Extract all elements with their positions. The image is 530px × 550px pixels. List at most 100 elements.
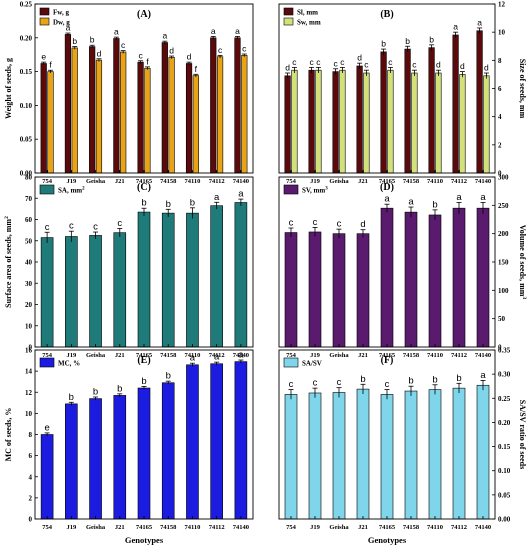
significance-letter: c (337, 377, 342, 388)
legend-label: SA, mm2 (58, 187, 85, 195)
x-tick-label: 74140 (233, 352, 249, 359)
significance-letter: b (93, 387, 98, 398)
significance-letter: b (408, 376, 413, 387)
x-tick-label: 74140 (475, 524, 491, 531)
x-tick-label: 74112 (451, 178, 467, 185)
bar (459, 74, 466, 174)
significance-letter: a (235, 26, 240, 36)
bar (404, 390, 418, 520)
bar (113, 395, 127, 520)
panel-label: (B) (380, 9, 393, 20)
bar (452, 34, 459, 174)
x-tick-label: J21 (358, 524, 368, 531)
significance-letter: f (195, 64, 198, 74)
y-tick-label: 0 (29, 344, 33, 352)
x-tick-label: Geisha (329, 178, 349, 185)
bar (291, 69, 298, 174)
y-tick-label: 14 (25, 368, 33, 376)
significance-letter: e (41, 52, 46, 62)
x-tick-label: J21 (115, 178, 125, 185)
significance-letter: c (69, 221, 74, 232)
bar (216, 56, 224, 174)
bar (428, 389, 442, 520)
bar (435, 72, 442, 174)
y-tick-label: 6 (498, 85, 502, 93)
bar (234, 202, 248, 348)
x-tick-label: J19 (66, 352, 77, 359)
y-axis-label: SA/SV ratio of seeds (518, 400, 527, 469)
significance-letter: a (214, 192, 220, 203)
legend-label: Sl, mm (297, 9, 318, 17)
legend-swatch (39, 184, 55, 195)
x-tick-label: 74112 (209, 352, 225, 359)
significance-letter: a (408, 197, 414, 208)
y-axis-label: Weight of seeds, g (4, 58, 13, 119)
x-tick-label: Geisha (86, 178, 106, 185)
y-tick-label: 100 (498, 287, 509, 295)
significance-letter: d (460, 61, 465, 71)
y-tick-label: 12 (498, 1, 506, 9)
x-tick-label: 74165 (136, 524, 153, 531)
legend-label: Fw, g (53, 9, 69, 17)
y-tick-label: 50 (498, 315, 506, 323)
bar (332, 71, 339, 174)
bar (332, 233, 346, 348)
bar (308, 392, 322, 520)
x-tick-label: J19 (310, 524, 321, 531)
bar (137, 61, 144, 174)
bar (65, 403, 78, 520)
significance-letter: c (45, 222, 50, 233)
bar (234, 361, 248, 520)
significance-letter: b (90, 35, 95, 45)
x-tick-label: J21 (115, 524, 125, 531)
bar (241, 55, 248, 174)
panel-label: (C) (137, 182, 151, 193)
x-tick-label: 74165 (379, 524, 396, 531)
panel-f: c c c b c b b b a 0.00 0.05 0.10 0.15 0.20 0.25 0.30 0.3… (278, 347, 527, 545)
bar (332, 392, 346, 520)
bar (113, 232, 127, 348)
bar (168, 57, 175, 174)
y-tick-label: 150 (498, 259, 509, 267)
significance-letter: c (313, 217, 318, 228)
x-tick-label: 754 (286, 352, 297, 359)
y-tick-label: 0 (29, 516, 33, 524)
y-tick-label: 6 (29, 452, 33, 460)
significance-letter: b (166, 371, 171, 382)
y-tick-label: 30 (25, 280, 33, 288)
significance-letter: b (141, 198, 146, 209)
x-tick-label: Geisha (86, 524, 106, 531)
bar (428, 47, 435, 174)
panel-c: c c c c b b b a a 0 10 20 30 40 50 60 70 80 754 J19 Geisha J2… (4, 174, 254, 359)
y-tick-label: 0.05 (498, 491, 511, 499)
significance-letter: c (316, 57, 321, 67)
x-tick-label: 754 (286, 524, 297, 531)
x-tick-label: 74140 (233, 178, 249, 185)
bar (483, 75, 490, 174)
significance-letter: b (190, 197, 195, 208)
significance-letter: e (44, 422, 49, 433)
significance-letter: c (242, 44, 247, 54)
x-tick-label: Geisha (86, 352, 106, 359)
bar (363, 72, 370, 174)
bar (339, 69, 346, 174)
legend-swatch (39, 7, 50, 16)
legend-label: MC, % (58, 360, 80, 368)
bar (186, 364, 199, 520)
x-tick-label: J19 (66, 178, 77, 185)
x-tick-label: 74112 (209, 178, 225, 185)
significance-letter: a (456, 192, 462, 203)
significance-letter: a (480, 192, 486, 203)
x-tick-label: 74165 (136, 352, 153, 359)
significance-letter: b (432, 374, 437, 385)
x-tick-label: J21 (358, 352, 368, 359)
bar (65, 236, 78, 348)
x-tick-label: Geisha (329, 524, 349, 531)
x-tick-label: 754 (42, 178, 53, 185)
x-axis-label: Genotypes (125, 535, 164, 545)
y-tick-label: 40 (25, 259, 33, 267)
x-tick-label: 74112 (209, 524, 225, 531)
bar (192, 75, 199, 174)
bar (89, 46, 96, 174)
